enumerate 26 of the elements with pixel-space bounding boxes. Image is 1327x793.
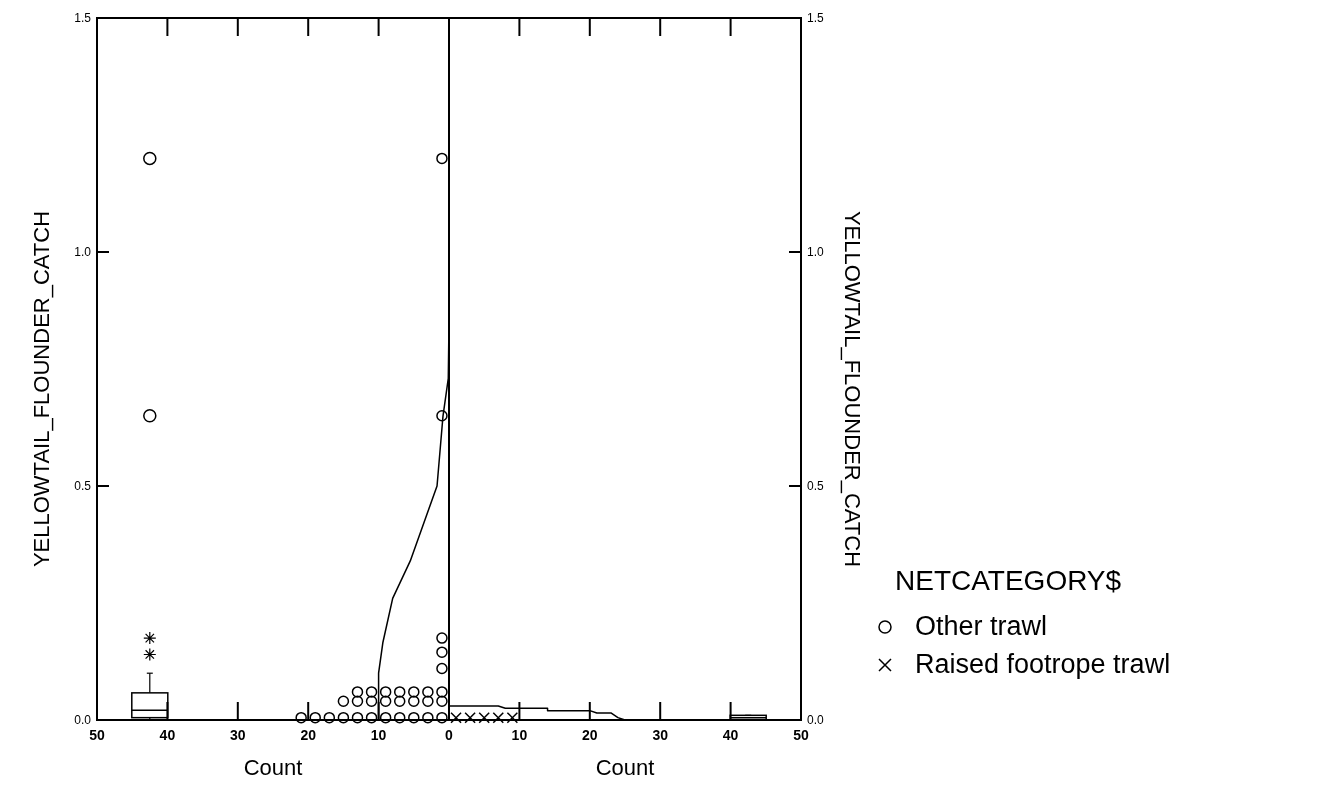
y-axis-title: YELLOWTAIL_FLOUNDER_CATCH xyxy=(840,210,865,568)
x-axis-title: Count xyxy=(243,755,303,780)
x-tick-label: 0 xyxy=(445,727,454,743)
x-tick-label: 20 xyxy=(582,727,598,743)
y-tick-label: 0.5 xyxy=(807,479,825,493)
x-tick-label: 40 xyxy=(159,727,176,743)
y-tick-label: 1.5 xyxy=(807,11,825,25)
y-tick-label: 0.0 xyxy=(74,713,92,727)
x-tick-label: 40 xyxy=(722,727,739,743)
y-tick-label: 1.5 xyxy=(74,11,92,25)
x-tick-label: 50 xyxy=(793,727,809,743)
x-tick-label: 30 xyxy=(230,727,246,743)
text: Raised footrope trawl xyxy=(915,649,1171,679)
x-tick-label: 30 xyxy=(652,727,669,743)
x-tick-label: 10 xyxy=(370,727,387,743)
legend-title: NETCATEGORY$ xyxy=(895,565,1122,596)
x-axis-title: Count xyxy=(595,755,655,780)
x-tick-label: 50 xyxy=(89,727,105,743)
x-tick-label: 10 xyxy=(511,727,528,743)
y-tick-label: 0.0 xyxy=(807,713,825,727)
legend-label: Other trawl xyxy=(915,611,1048,641)
y-tick-label: 1.0 xyxy=(74,245,92,259)
y-tick-label: 0.5 xyxy=(74,479,92,493)
y-tick-label: 1.0 xyxy=(807,245,825,259)
y-axis-title: YELLOWTAIL_FLOUNDER_CATCH xyxy=(29,210,54,568)
x-tick-label: 20 xyxy=(300,727,317,743)
